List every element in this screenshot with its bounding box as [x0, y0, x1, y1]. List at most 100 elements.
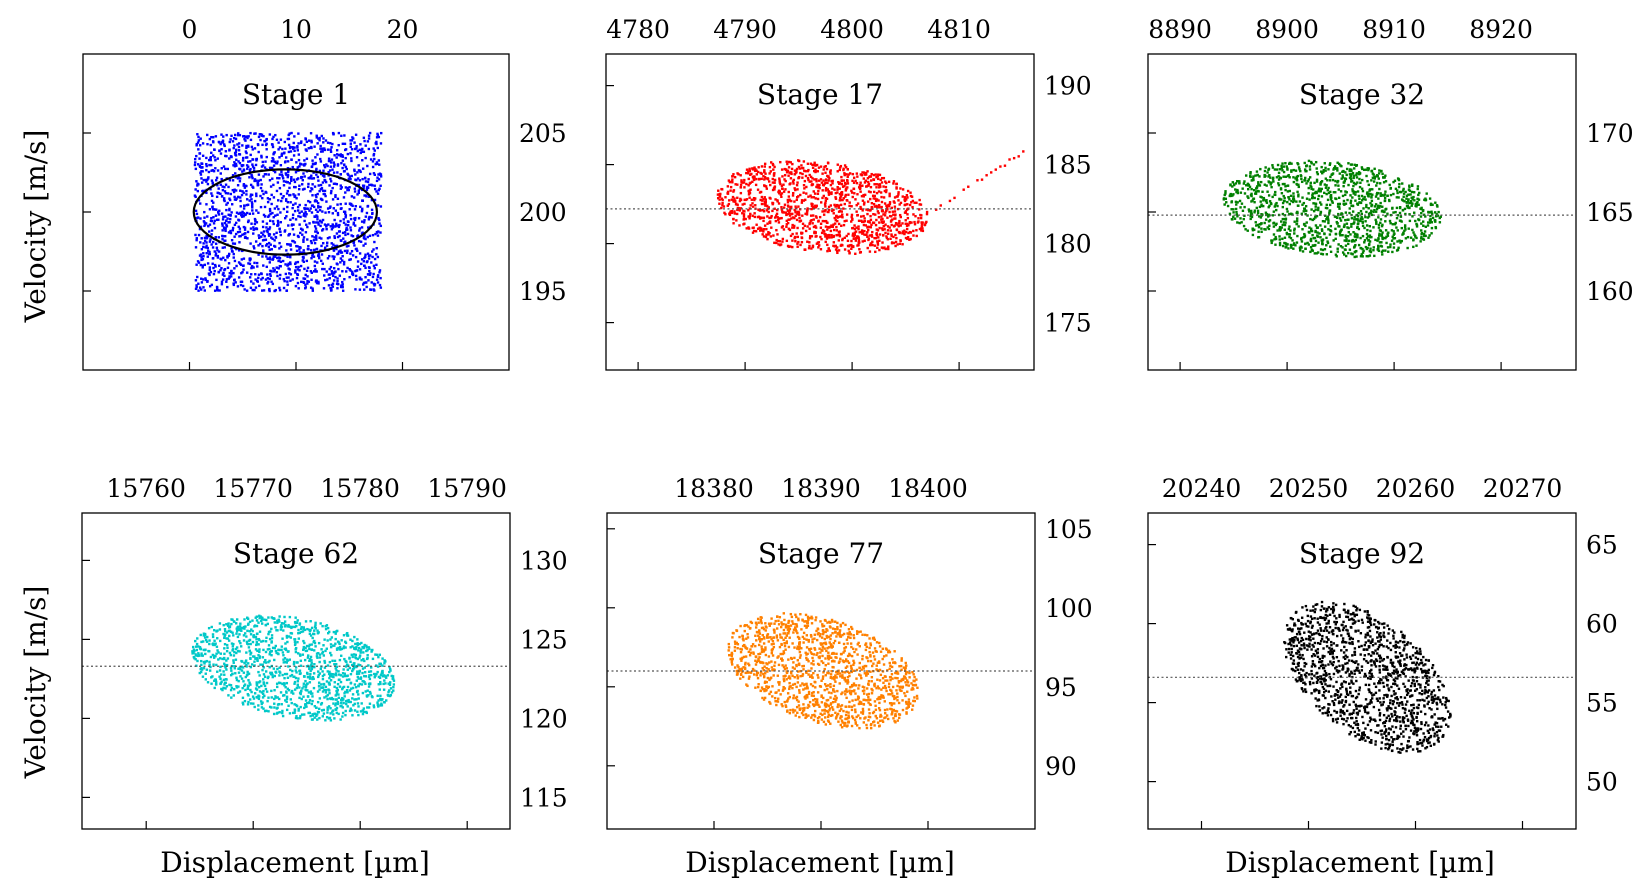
scatter-point: [1358, 197, 1361, 201]
scatter-point: [1359, 201, 1363, 205]
scatter-point: [1303, 168, 1307, 171]
scatter-point: [379, 276, 382, 280]
scatter-point: [901, 188, 905, 191]
scatter-point: [195, 212, 199, 216]
scatter-point: [253, 261, 256, 265]
scatter-point: [851, 218, 854, 221]
scatter-point: [310, 249, 313, 252]
scatter-point: [223, 221, 227, 225]
scatter-point: [203, 216, 206, 219]
scatter-point: [229, 684, 233, 687]
scatter-point: [1256, 209, 1260, 213]
scatter-point: [906, 222, 909, 226]
scatter-point: [765, 209, 769, 212]
scatter-point: [866, 200, 870, 203]
scatter-point: [329, 165, 333, 168]
scatter-point: [1314, 230, 1317, 234]
scatter-point: [356, 670, 359, 673]
scatter-point: [361, 709, 365, 712]
scatter-point: [1280, 226, 1283, 229]
scatter-point: [1369, 247, 1372, 250]
scatter-point: [810, 247, 813, 250]
scatter-point: [739, 186, 742, 189]
scatter-point: [1391, 223, 1394, 226]
scatter-point: [836, 191, 839, 194]
scatter-point: [796, 245, 799, 248]
scatter-point: [224, 227, 227, 230]
scatter-point: [814, 197, 817, 200]
scatter-point: [843, 219, 846, 223]
scatter-point: [1267, 227, 1271, 231]
scatter-point: [854, 179, 857, 183]
scatter-point: [287, 234, 290, 237]
scatter-point: [1323, 183, 1327, 186]
scatter-point: [240, 280, 243, 283]
scatter-point: [331, 282, 335, 285]
scatter-point: [1423, 230, 1427, 233]
scatter-point: [1386, 212, 1389, 215]
scatter-point: [302, 212, 306, 215]
scatter-point: [267, 214, 271, 217]
scatter-point: [294, 185, 297, 189]
scatter-point: [332, 249, 336, 252]
scatter-point: [242, 680, 245, 683]
scatter-point: [1271, 164, 1274, 167]
scatter-point: [1314, 202, 1318, 206]
scatter-point: [348, 258, 351, 262]
scatter-point: [198, 144, 202, 147]
scatter-point: [865, 185, 868, 188]
scatter-point: [1289, 236, 1293, 240]
scatter-point: [749, 204, 752, 207]
scatter-point: [721, 202, 724, 205]
scatter-point: [1361, 255, 1364, 258]
scatter-point: [895, 236, 898, 240]
scatter-point: [321, 210, 324, 213]
scatter-point: [196, 184, 199, 187]
scatter-point: [247, 219, 250, 222]
scatter-point: [331, 198, 335, 201]
scatter-point: [194, 188, 197, 191]
scatter-point: [731, 181, 734, 184]
scatter-point: [1344, 218, 1347, 222]
scatter-point: [910, 201, 913, 204]
scatter-point: [194, 287, 198, 291]
scatter-point: [316, 215, 319, 218]
scatter-point: [1305, 164, 1309, 167]
scatter-point: [266, 273, 269, 276]
scatter-point: [205, 241, 208, 244]
scatter-point: [345, 660, 348, 664]
scatter-point: [799, 193, 802, 197]
scatter-point: [243, 138, 246, 141]
scatter-point: [329, 150, 333, 153]
scatter-point: [351, 234, 355, 238]
scatter-point: [1378, 232, 1381, 235]
scatter-point: [217, 213, 221, 216]
scatter-point: [825, 237, 829, 240]
scatter-point: [291, 145, 294, 149]
scatter-point: [1236, 221, 1239, 224]
scatter-point: [842, 168, 845, 172]
scatter-point: [886, 225, 890, 228]
scatter-point: [1389, 213, 1393, 217]
scatter-point: [1366, 194, 1370, 197]
scatter-point: [768, 220, 772, 223]
scatter-point: [1361, 199, 1364, 202]
scatter-point: [794, 239, 797, 243]
scatter-point: [781, 225, 785, 228]
scatter-point: [844, 166, 848, 169]
scatter-point: [309, 132, 313, 135]
scatter-point: [1379, 192, 1382, 195]
scatter-point: [1367, 212, 1371, 216]
scatter-point: [232, 283, 236, 287]
scatter-point: [1256, 223, 1259, 227]
scatter-point: [237, 667, 240, 670]
scatter-point: [1431, 203, 1434, 206]
scatter-point: [201, 640, 205, 643]
scatter-point: [293, 640, 297, 643]
scatter-point: [864, 233, 868, 237]
scatter-point: [885, 236, 889, 240]
scatter-point: [1321, 253, 1325, 256]
scatter-point: [1282, 170, 1286, 174]
scatter-point: [814, 231, 817, 234]
scatter-point: [1419, 240, 1422, 243]
